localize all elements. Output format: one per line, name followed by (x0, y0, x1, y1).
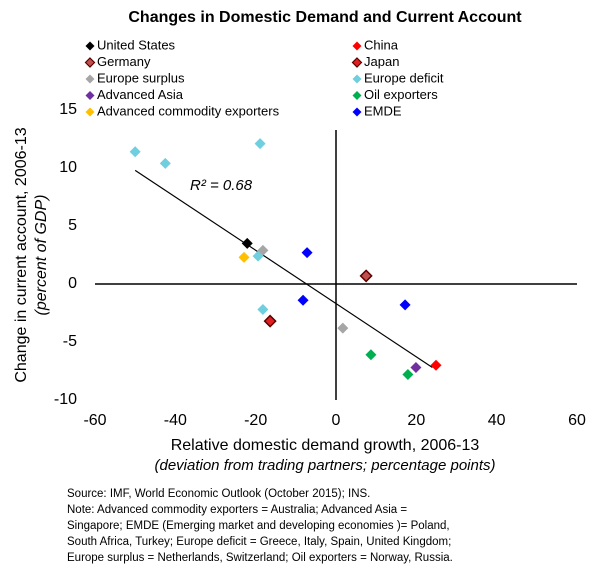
y-tick-label: 0 (68, 275, 77, 292)
annotation: R² = 0.68 (190, 177, 253, 194)
point (159, 157, 171, 169)
point (297, 294, 309, 306)
legend-label: Europe deficit (364, 70, 444, 85)
point (365, 349, 377, 361)
note: Source: IMF, World Economic Outlook (Oct… (67, 488, 370, 500)
legend-marker (85, 107, 95, 117)
point (430, 359, 442, 371)
note: Note: Advanced commodity exporters = Aus… (67, 504, 407, 516)
x-tick-label: -60 (83, 412, 106, 429)
legend-label: Oil exporters (364, 87, 438, 102)
legend-label: Advanced commodity exporters (97, 103, 280, 118)
legend-label: Japan (364, 54, 399, 69)
legend-label: EMDE (364, 103, 402, 118)
point (337, 322, 349, 334)
point (359, 269, 373, 283)
x-tick-label: 0 (332, 412, 341, 429)
legend-marker (352, 41, 362, 51)
x-tick-label: -20 (244, 412, 267, 429)
x-axis-sublabel: (deviation from trading partners; percen… (154, 457, 495, 474)
x-tick-label: 60 (568, 412, 586, 429)
y-tick-label: 15 (59, 101, 77, 118)
y-tick-label: -10 (54, 391, 77, 408)
chart-title: Changes in Domestic Demand and Current A… (128, 9, 522, 26)
legend-label: Europe surplus (97, 70, 185, 85)
legend-marker (85, 41, 95, 51)
point (399, 299, 411, 311)
legend-marker (352, 74, 362, 84)
legend-marker (352, 91, 362, 100)
x-tick-label: 40 (488, 412, 506, 429)
point (402, 368, 414, 380)
y-axis-label: Change in current account, 2006-13 (13, 127, 30, 382)
legend-label: China (364, 37, 399, 52)
point (238, 251, 250, 263)
point (410, 362, 422, 374)
legend-marker (351, 57, 363, 68)
x-axis-label: Relative domestic demand growth, 2006-13 (171, 437, 480, 454)
note: Europe surplus = Netherlands, Switzerlan… (67, 552, 453, 564)
legend-label: Advanced Asia (97, 87, 184, 102)
y-tick-label: -5 (63, 333, 77, 350)
legend-bg (80, 37, 540, 130)
point (301, 247, 313, 259)
legend-label: Germany (97, 54, 151, 69)
point (129, 146, 141, 158)
y-tick-label: 10 (59, 159, 77, 176)
point (252, 250, 264, 262)
x-tick-label: -40 (164, 412, 187, 429)
y-axis-sublabel: (percent of GDP) (33, 195, 50, 316)
legend-marker (85, 74, 95, 84)
x-tick-label: 20 (407, 412, 425, 429)
legend-marker (352, 107, 362, 117)
note: South Africa, Turkey; Europe deficit = G… (67, 536, 451, 548)
point (254, 138, 266, 150)
legend-marker (84, 57, 96, 68)
point (241, 237, 253, 249)
legend-label: United States (97, 37, 176, 52)
point (257, 304, 269, 316)
y-tick-label: 5 (68, 217, 77, 234)
trendline (134, 169, 433, 369)
point (263, 314, 277, 328)
note: Singapore; EMDE (Emerging market and dev… (67, 520, 450, 532)
legend-marker (85, 91, 95, 100)
